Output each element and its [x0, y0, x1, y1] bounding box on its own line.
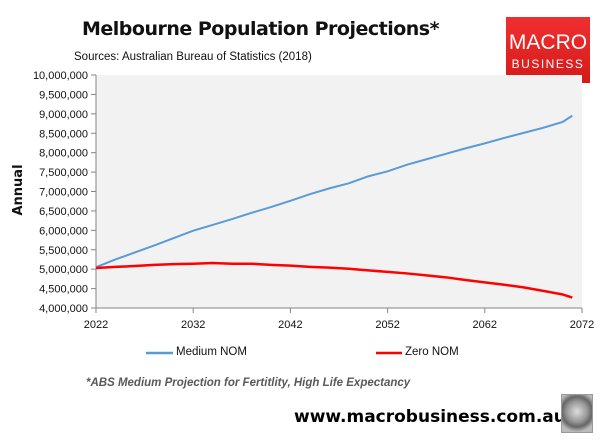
x-tick-label: 2072: [570, 319, 594, 331]
website-url[interactable]: www.macrobusiness.com.au: [294, 407, 566, 427]
logo-line-2: BUSINESS: [511, 57, 585, 71]
footnote: *ABS Medium Projection for Fertitlity, H…: [86, 377, 411, 389]
y-tick-label: 9,000,000: [39, 109, 88, 121]
macrobusiness-logo: MACRO BUSINESS: [506, 17, 590, 83]
legend-label-medium: Medium NOM: [176, 346, 247, 358]
y-tick-label: 4,500,000: [39, 284, 88, 296]
y-tick-label: 7,500,000: [39, 167, 88, 179]
y-tick-label: 5,000,000: [39, 264, 88, 276]
logo-line-1: MACRO: [508, 31, 588, 54]
series-line-zero-nom: [95, 261, 573, 299]
wolf-icon: [561, 394, 593, 433]
x-tick-label: 2042: [278, 319, 302, 331]
legend-label-zero: Zero NOM: [405, 346, 459, 358]
chart-subtitle: Sources: Australian Bureau of Statistics…: [74, 51, 312, 63]
y-tick-label: 5,500,000: [39, 245, 88, 257]
x-tick-label: 2052: [375, 319, 399, 331]
y-tick-label: 8,500,000: [39, 128, 88, 140]
x-tick-label: 2022: [84, 319, 108, 331]
y-axis-label: Annual: [11, 164, 26, 215]
chart-title: Melbourne Population Projections*: [82, 18, 440, 40]
plot-area: [96, 75, 582, 308]
y-tick-label: 8,000,000: [39, 148, 88, 160]
y-tick-label: 10,000,000: [33, 70, 88, 82]
y-tick-label: 9,500,000: [39, 89, 88, 101]
x-tick-label: 2062: [473, 319, 497, 331]
y-tick-label: 4,000,000: [39, 303, 88, 315]
y-tick-label: 6,500,000: [39, 206, 88, 218]
series-line-medium-nom: [95, 114, 573, 269]
y-tick-label: 7,000,000: [39, 187, 88, 199]
y-tick-label: 6,000,000: [39, 225, 88, 237]
x-tick-label: 2032: [181, 319, 205, 331]
